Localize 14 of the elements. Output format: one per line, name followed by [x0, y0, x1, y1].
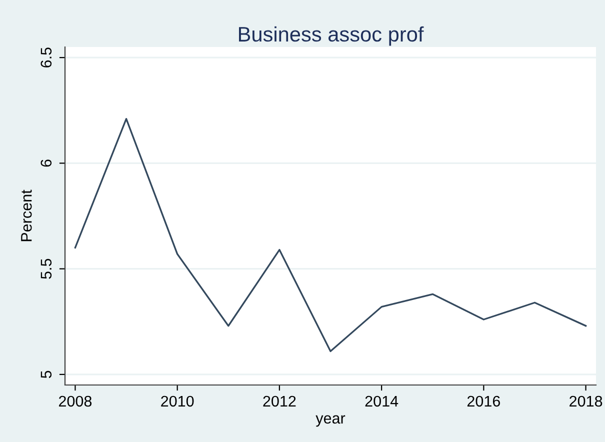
y-tick-label: 5.5 [40, 258, 52, 279]
y-tick-label: 6 [40, 160, 52, 167]
y-axis-title: Percent [21, 190, 32, 242]
y-tick-label: 6.5 [40, 48, 52, 68]
x-tick-label: 2010 [161, 396, 194, 407]
x-tick-label: 2012 [263, 396, 296, 407]
x-tick-label: 2008 [58, 396, 92, 407]
x-tick-label: 2018 [570, 396, 602, 407]
line-series [74, 118, 587, 352]
x-axis-title: year [316, 415, 346, 427]
y-tick-label: 5 [40, 370, 52, 378]
chart-title: Business assoc prof [239, 26, 424, 46]
x-tick-label: 2016 [467, 396, 500, 407]
x-tick-label: 2014 [365, 396, 398, 407]
